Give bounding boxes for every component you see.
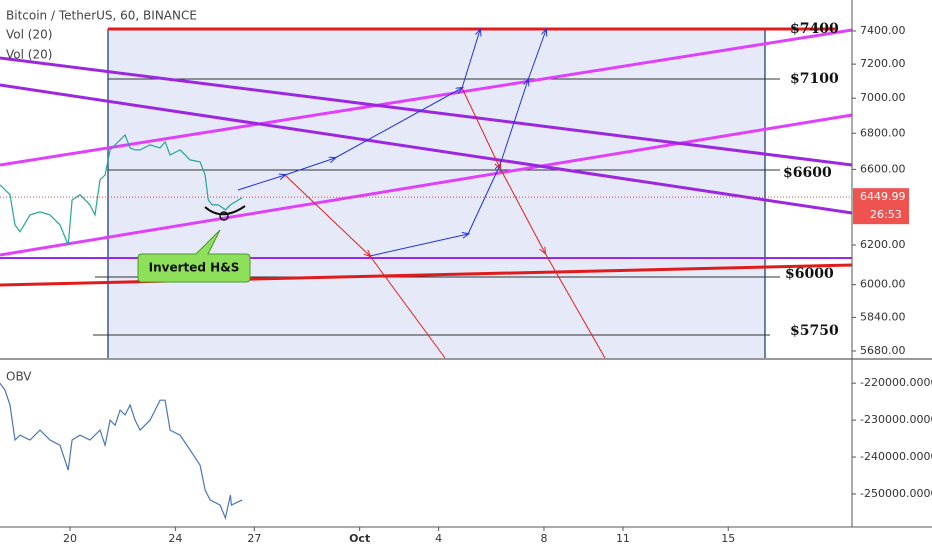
x-tick-label: 27 [247, 532, 261, 545]
symbol-title: Bitcoin / TetherUS, 60, BINANCE [6, 9, 197, 23]
projection-arrows [237, 30, 546, 257]
level-label: $6000 [785, 266, 834, 282]
y-tick-label: 7200.00 [860, 57, 906, 70]
level-label: $7100 [790, 71, 839, 87]
callout-text: Inverted H&S [149, 261, 240, 275]
projection-arrows [284, 87, 606, 359]
x-tick-label: 20 [63, 532, 77, 545]
y-tick-label: 7400.00 [860, 24, 906, 37]
pane-title: OBV [6, 370, 32, 384]
x-tick-label: 11 [616, 532, 630, 545]
callout [137, 229, 251, 283]
hs-mark [204, 205, 246, 216]
level-label: $7400 [790, 21, 839, 37]
y-tick-label: 6000.00 [860, 278, 906, 291]
indicator-label: Vol (20) [6, 48, 52, 62]
last-price-label: 6449.99 [860, 190, 906, 203]
x-tick-label: 8 [540, 532, 547, 545]
hs-mark [219, 211, 229, 221]
level-label: $6600 [783, 165, 832, 181]
y-tick-label: 6800.00 [860, 126, 906, 139]
y-tick-label: -250000.0000 [860, 487, 932, 500]
x-tick-label: 15 [721, 532, 735, 545]
projection-box [108, 29, 765, 358]
y-tick-label: 6200.00 [860, 238, 906, 251]
trend-line [0, 83, 853, 215]
y-tick-label: -240000.0000 [860, 450, 932, 463]
trend-line [0, 56, 853, 167]
y-tick-label: 7000.00 [860, 91, 906, 104]
series-line [0, 382, 243, 521]
x-tick-label: 4 [435, 532, 442, 545]
y-tick-label: 5680.00 [860, 344, 906, 357]
indicator-label: Vol (20) [6, 28, 52, 42]
y-tick-label: 6600.00 [860, 162, 906, 175]
x-tick-label: Oct [349, 532, 370, 545]
trend-line [0, 113, 853, 257]
level-label: $5750 [790, 323, 839, 339]
y-tick-label: -230000.0000 [860, 413, 932, 426]
y-tick-label: -220000.0000 [860, 376, 932, 389]
x-tick-label: 24 [168, 532, 182, 545]
trend-line [0, 28, 853, 167]
countdown: 26:53 [870, 208, 902, 221]
y-tick-label: 5840.00 [860, 310, 906, 323]
series-line [0, 133, 243, 246]
last-price-tag [853, 188, 909, 225]
